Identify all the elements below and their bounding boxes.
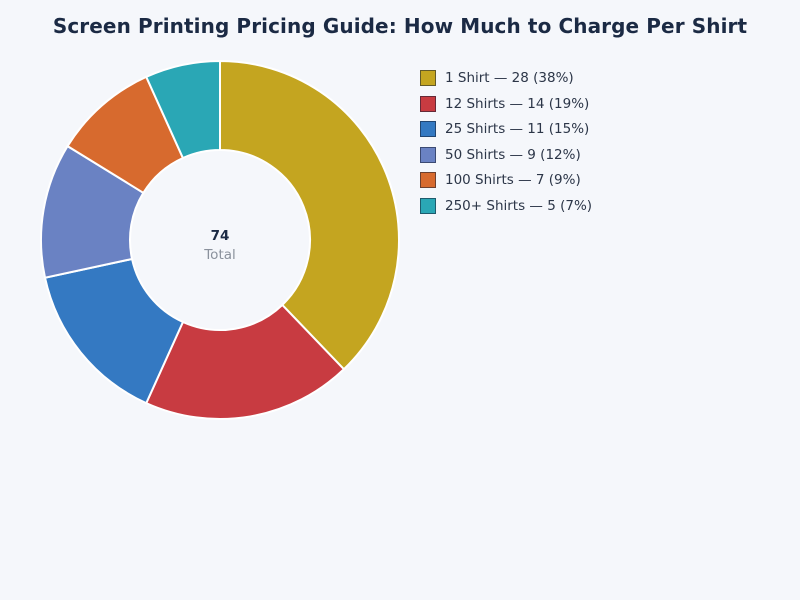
legend-swatch: [420, 121, 436, 137]
chart-legend: 1 Shirt — 28 (38%) 12 Shirts — 14 (19%) 25…: [420, 69, 592, 222]
legend-swatch: [420, 146, 436, 163]
legend-item[interactable]: 100 Shirts — 7 (9%): [420, 171, 592, 189]
legend-label: 1 Shirt — 28 (38%): [445, 70, 574, 86]
legend-item[interactable]: 1 Shirt — 28 (38%): [420, 69, 592, 87]
donut-slices: [40, 59, 400, 420]
donut-chart: 74 Total: [40, 59, 400, 420]
legend-item[interactable]: 250+ Shirts — 5 (7%): [420, 197, 592, 215]
donut-slice-1[interactable]: [219, 59, 400, 371]
chart-title: Screen Printing Pricing Guide: How Much …: [52, 14, 748, 38]
legend-item[interactable]: 25 Shirts — 11 (15%): [420, 120, 592, 138]
legend-item[interactable]: 12 Shirts — 14 (19%): [420, 95, 592, 113]
legend-swatch: [420, 172, 436, 188]
donut-slice-2[interactable]: [144, 303, 346, 420]
legend-label: 50 Shirts — 9 (12%): [445, 146, 581, 163]
legend-label: 250+ Shirts — 5 (7%): [445, 197, 593, 214]
legend-swatch: [420, 95, 436, 112]
legend-item[interactable]: 50 Shirts — 9 (12%): [420, 146, 592, 164]
center-total-value: 74: [211, 228, 230, 244]
legend-label: 12 Shirts — 14 (19%): [445, 95, 590, 112]
legend-swatch: [420, 70, 436, 86]
legend-label: 25 Shirts — 11 (15%): [445, 121, 590, 137]
donut-slice-6[interactable]: [144, 59, 221, 160]
center-total-label: Total: [203, 247, 236, 263]
legend-label: 100 Shirts — 7 (9%): [445, 172, 581, 188]
legend-swatch: [420, 197, 436, 214]
